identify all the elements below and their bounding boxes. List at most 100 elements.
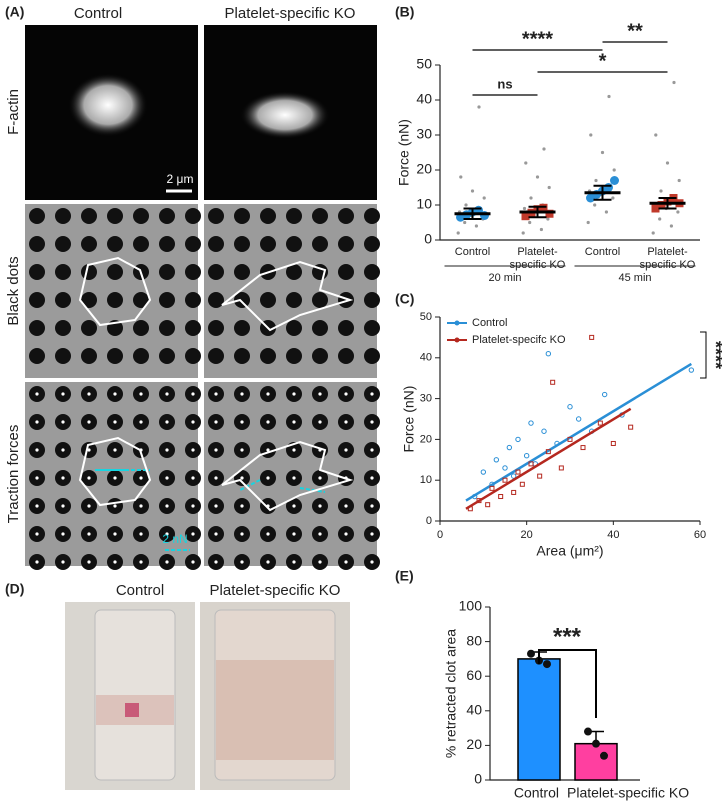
pillar-center xyxy=(292,476,296,480)
error-bar xyxy=(528,205,547,219)
pillar xyxy=(364,320,380,336)
y-tick-label: 0 xyxy=(426,515,432,527)
pillar xyxy=(312,236,328,252)
point xyxy=(584,727,592,736)
replicate xyxy=(545,209,554,218)
pillar-center xyxy=(266,532,270,536)
pillar-center xyxy=(370,476,374,480)
pillar-center xyxy=(165,532,169,536)
pillar xyxy=(208,292,224,308)
pillar-center xyxy=(292,560,296,564)
replicate xyxy=(610,176,619,185)
x-tick-label: Platelet-specific KO xyxy=(567,785,689,801)
pillar xyxy=(107,208,123,224)
pillar xyxy=(133,348,149,364)
pillar xyxy=(81,292,97,308)
pillar xyxy=(208,348,224,364)
pillar xyxy=(29,348,45,364)
point xyxy=(658,217,662,221)
pillar-center xyxy=(87,504,91,508)
y-axis-label: Force (nN) xyxy=(401,386,417,453)
y-tick-label: 20 xyxy=(416,161,432,177)
pillar-center xyxy=(165,504,169,508)
pillar xyxy=(185,320,201,336)
pillar-center xyxy=(214,560,218,564)
pillar xyxy=(55,292,71,308)
pillar-center xyxy=(344,448,348,452)
pillar xyxy=(133,236,149,252)
point xyxy=(528,220,532,225)
y-tick-label: 40 xyxy=(466,702,482,718)
pillar-center xyxy=(240,392,244,396)
pillar xyxy=(133,208,149,224)
pillar-center xyxy=(240,448,244,452)
point xyxy=(580,445,586,451)
pillar xyxy=(364,348,380,364)
pillar xyxy=(185,292,201,308)
x-tick-label: 0 xyxy=(437,529,443,541)
pillar-center xyxy=(370,560,374,564)
pillar-center xyxy=(113,532,117,536)
pillar-center xyxy=(191,532,195,536)
pillar-center xyxy=(266,392,270,396)
y-tick-label: 50 xyxy=(420,311,432,323)
pillar xyxy=(81,348,97,364)
point xyxy=(464,203,468,207)
point xyxy=(542,147,546,151)
pillar xyxy=(159,236,175,252)
pillar xyxy=(234,348,250,364)
pillar-center xyxy=(318,420,322,424)
cell-outline xyxy=(221,260,354,332)
point xyxy=(502,465,508,471)
point xyxy=(506,444,513,451)
pillar-center xyxy=(61,560,65,564)
pillar-center xyxy=(370,420,374,424)
legend-label: Platelet-specifc KO xyxy=(472,334,566,346)
pillar xyxy=(185,264,201,280)
pillar xyxy=(29,320,45,336)
pillar-center xyxy=(35,448,39,452)
pillar-center xyxy=(35,532,39,536)
replicate xyxy=(604,183,613,192)
pillar xyxy=(81,208,97,224)
pillar xyxy=(260,292,276,308)
pillar-center xyxy=(191,504,195,508)
point xyxy=(575,416,582,422)
point xyxy=(489,485,495,491)
y-tick-label: 80 xyxy=(466,632,482,648)
sig-label: ** xyxy=(627,20,643,42)
pillar-center xyxy=(139,504,143,508)
micrographs xyxy=(25,25,380,570)
pillar-center xyxy=(370,392,374,396)
pillar xyxy=(234,236,250,252)
pillar xyxy=(133,320,149,336)
point xyxy=(593,203,597,207)
point xyxy=(515,469,521,475)
point xyxy=(665,161,670,165)
y-tick-label: 10 xyxy=(420,474,432,486)
pillar-center xyxy=(240,532,244,536)
point xyxy=(688,367,695,373)
pillar xyxy=(286,292,302,308)
pillar xyxy=(312,208,328,224)
point xyxy=(545,449,551,455)
point xyxy=(523,453,530,459)
point xyxy=(594,178,598,183)
point xyxy=(541,428,547,434)
pillar-center xyxy=(214,392,218,396)
x-tick-label: Platelet-specific KO xyxy=(510,246,566,271)
pillar-center xyxy=(113,504,117,508)
pillar-center xyxy=(113,392,117,396)
pillar-center xyxy=(35,560,39,564)
clot xyxy=(216,660,334,760)
point xyxy=(528,461,534,467)
pillar xyxy=(185,236,201,252)
error-bar xyxy=(463,207,482,220)
x-tick-label: Platelet-specific KO xyxy=(640,246,696,271)
point xyxy=(480,469,487,475)
y-axis-label: % retracted clot area xyxy=(443,629,459,758)
pillar xyxy=(55,236,71,252)
column-title: Control xyxy=(74,5,122,22)
pillar xyxy=(338,292,354,308)
